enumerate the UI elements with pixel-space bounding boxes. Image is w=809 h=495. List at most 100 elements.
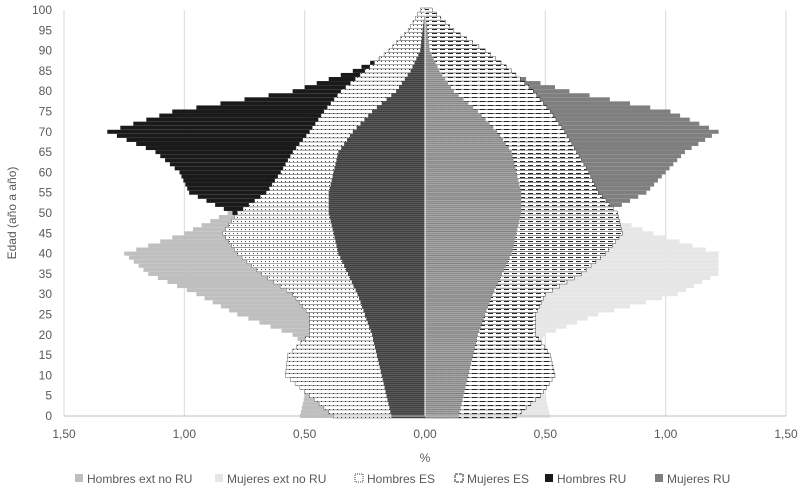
bar-hombres-es [419, 7, 426, 13]
bar-hombres-ru [133, 121, 425, 126]
bar-center-left [363, 308, 425, 313]
bar-center-left [421, 40, 425, 45]
x-tick-label: 1,00 [173, 427, 197, 441]
bar-mujeres-ru [425, 125, 709, 130]
bar-mujeres-es [424, 28, 455, 33]
bar-mujeres-es [424, 11, 437, 17]
bar-center-left [332, 174, 425, 179]
bar-center-right [425, 373, 469, 378]
bar-center-right [425, 137, 503, 142]
legend-swatch [545, 474, 553, 482]
legend: Hombres ext no RU Mujeres ext no RU Hombre… [75, 472, 730, 486]
bar-mujeres-es [424, 48, 486, 53]
bar-center-right [425, 44, 430, 49]
bar-center-right [425, 223, 519, 228]
bar-center-left [357, 292, 425, 297]
bar-center-left [381, 373, 425, 378]
bar-center-left [387, 397, 425, 402]
bar-hombres-ru [172, 109, 425, 114]
x-tick-label: 1,00 [654, 427, 678, 441]
bar-center-right [425, 141, 506, 146]
bar-center-right [425, 48, 430, 53]
bar-center-right [425, 316, 484, 321]
bar-center-left [386, 97, 425, 102]
bar-center-left [335, 239, 425, 244]
bar-center-right [425, 385, 466, 390]
legend-item-hombres-es: Hombres ES [354, 472, 435, 486]
legend-label: Hombres ES [367, 472, 435, 486]
bar-center-left [349, 133, 425, 138]
bar-center-left [376, 105, 425, 110]
bar-center-right [425, 251, 512, 256]
bar-center-right [425, 40, 429, 45]
bar-center-right [425, 206, 522, 211]
bar-center-left [328, 210, 425, 216]
bar-hombres-es [415, 15, 426, 21]
bar-center-left [407, 72, 425, 77]
bar-center-left [368, 113, 425, 118]
bar-mujeres-es [424, 24, 450, 29]
bar-center-right [425, 393, 464, 398]
legend-label: Hombres RU [557, 472, 626, 486]
bar-center-right [425, 324, 481, 329]
bar-hombres-ru [220, 101, 425, 106]
bar-center-left [379, 365, 425, 370]
bar-center-right [425, 36, 429, 41]
bar-center-left [375, 349, 425, 354]
y-tick-label: 90 [39, 44, 53, 58]
y-tick-label: 15 [39, 348, 53, 362]
bar-center-right [425, 174, 518, 179]
y-tick-label: 70 [39, 125, 53, 139]
bar-center-left [328, 190, 425, 195]
bar-center-right [425, 186, 521, 191]
bar-center-left [422, 28, 425, 33]
bar-center-right [425, 267, 504, 272]
y-tick-label: 25 [39, 308, 53, 322]
bar-center-right [425, 125, 494, 130]
bar-mujeres-ext-no-ru [425, 292, 678, 297]
bar-center-right [425, 85, 451, 90]
bar-center-right [425, 284, 497, 289]
bar-center-right [425, 154, 513, 159]
bar-mujeres-es [424, 15, 442, 21]
bar-hombres-es [407, 28, 426, 33]
legend-swatch [215, 474, 223, 482]
legend-swatch [354, 473, 364, 483]
bar-hombres-ru [116, 133, 426, 138]
bar-center-left [338, 150, 425, 155]
bar-center-left [383, 381, 425, 386]
bar-center-right [425, 162, 515, 167]
bar-center-right [425, 56, 434, 61]
bar-hombres-ru [120, 125, 425, 130]
bar-hombres-ru [145, 146, 425, 151]
y-tick-label: 50 [39, 206, 53, 220]
bar-center-left [328, 194, 425, 199]
y-tick-label: 30 [39, 287, 53, 301]
bar-center-left [414, 60, 425, 65]
bar-center-left [337, 154, 425, 159]
bar-center-left [353, 284, 425, 289]
bar-center-left [333, 170, 425, 175]
bar-mujeres-es [424, 52, 491, 57]
bar-mujeres-es [424, 19, 446, 25]
bar-center-left [356, 125, 425, 130]
bar-mujeres-es [424, 32, 461, 37]
x-tick-label: 1,50 [774, 427, 798, 441]
x-tick-label: 0,00 [413, 427, 437, 441]
bar-center-right [425, 381, 467, 386]
bar-center-left [376, 353, 425, 358]
bar-mujeres-ru [425, 117, 690, 122]
bar-center-left [330, 182, 425, 187]
bar-center-left [370, 328, 425, 333]
bar-center-right [425, 190, 522, 195]
bar-center-left [382, 377, 425, 382]
bar-center-right [425, 312, 486, 317]
bar-center-right [425, 328, 480, 333]
bar-mujeres-ru [425, 133, 712, 138]
y-tick-label: 100 [32, 3, 52, 17]
y-tick-label: 10 [39, 368, 53, 382]
bar-hombres-ru [146, 117, 426, 122]
bar-hombres-es [396, 40, 426, 45]
